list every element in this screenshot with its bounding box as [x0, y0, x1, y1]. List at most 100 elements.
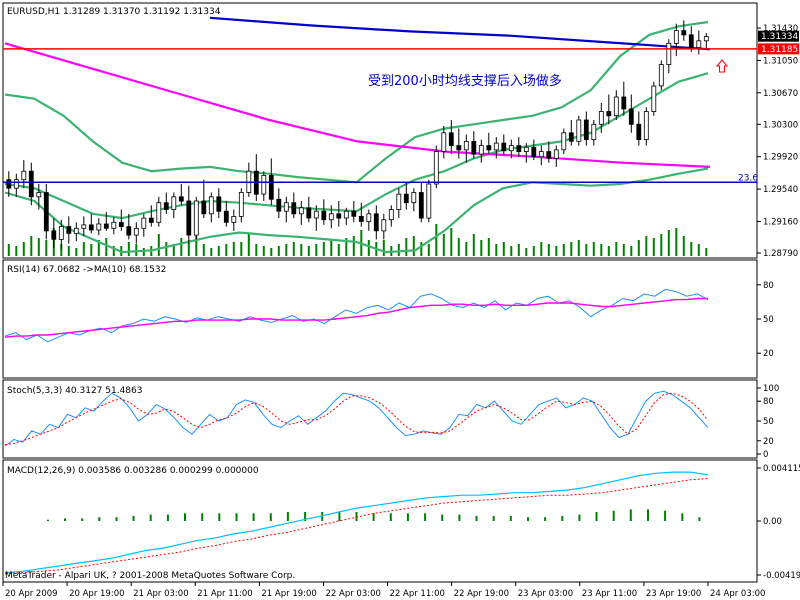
macd-axis-tick-label: -0.00419: [763, 571, 800, 581]
candle-bear: [681, 30, 687, 36]
candle-bear: [223, 210, 229, 223]
rsi-lines: [4, 288, 709, 343]
rsi-axis-tick-label: 20: [763, 349, 774, 359]
candle-bull: [343, 210, 349, 219]
candle-bull: [703, 36, 709, 42]
candle-bear: [688, 34, 694, 48]
macd-main-line: [4, 471, 709, 574]
stoch-axis-tick-label: 0: [763, 450, 768, 460]
time-axis-tick-label: 20 Apr 19:00: [69, 589, 124, 599]
current-price-badge: [758, 30, 799, 42]
time-axis-tick-label: 21 Apr 19:00: [261, 589, 316, 599]
candle-bear: [43, 192, 49, 232]
price-axis-tick-label: 1.29920: [763, 153, 798, 163]
time-axis-tick-label: 24 Apr 03:00: [710, 589, 765, 599]
time-axis-tick-label: 21 Apr 03:00: [133, 589, 188, 599]
macd-panel[interactable]: MACD(12,26,9) 0.003586 0.003286 0.000299…: [2, 459, 800, 583]
candle-bull: [561, 132, 567, 151]
candle-bear: [501, 142, 507, 152]
candle-bull: [193, 200, 199, 236]
price-axis-tick-label: 1.31050: [763, 56, 798, 66]
bollinger-mid-line: [4, 72, 709, 220]
candle-bear: [291, 202, 297, 215]
candle-bull: [298, 207, 304, 215]
time-axis-tick-label: 22 Apr 11:00: [390, 589, 445, 599]
candle-bear: [148, 217, 154, 223]
candle-bull: [238, 192, 244, 217]
candle-bull: [96, 223, 102, 231]
stoch-label: Stoch(5,3,3) 40.3127 51.4863: [7, 386, 142, 396]
candle-bear: [621, 96, 627, 110]
candle-bull: [73, 227, 79, 234]
candle-bear: [186, 200, 192, 236]
candle-bull: [463, 140, 469, 151]
stoch-axis-tick-label: 50: [763, 417, 774, 427]
candle-bull: [388, 209, 394, 221]
candle-bear: [486, 145, 492, 151]
rsi-panel[interactable]: RSI(14) 67.0682 ->MA(10) 68.1532 80 50 20: [2, 259, 774, 379]
candle-bear: [201, 200, 207, 215]
candle-bull: [21, 170, 27, 181]
candle-bull: [673, 30, 679, 44]
candle-bull: [283, 202, 289, 212]
candle-bear: [546, 151, 552, 159]
candle-bear: [373, 213, 379, 232]
sma-long-line: [209, 16, 711, 51]
candle-bull: [328, 213, 334, 221]
candle-bull: [658, 64, 664, 87]
candle-bear: [6, 179, 12, 189]
candle-bull: [156, 202, 162, 223]
macd-lines: [4, 471, 709, 575]
candle-bull: [231, 215, 237, 223]
price-panel[interactable]: EURUSD,H1 1.31289 1.31370 1.31192 1.3133…: [2, 2, 799, 259]
candle-bear: [103, 223, 109, 229]
price-header: EURUSD,H1 1.31289 1.31370 1.31192 1.3133…: [7, 7, 221, 17]
price-axis-tick-label: 1.30300: [763, 120, 798, 130]
rsi-axis-tick-label: 50: [763, 315, 774, 325]
stoch-signal-line: [4, 392, 709, 446]
stoch-panel[interactable]: Stoch(5,3,3) 40.3127 51.4863 100 80 50 20 0: [2, 379, 779, 460]
macd-label: MACD(12,26,9) 0.003586 0.003286 0.000299…: [7, 466, 259, 476]
candle-bull: [696, 40, 702, 48]
level-price-label: 1.31185: [761, 45, 798, 55]
time-axis-tick-label: 23 Apr 11:00: [582, 589, 637, 599]
sma-mid-line: [4, 42, 711, 168]
candle-bull: [171, 196, 177, 211]
candle-bear: [516, 145, 522, 153]
candle-bear: [268, 174, 274, 200]
candle-bull: [58, 226, 64, 240]
candle-bull: [111, 221, 117, 229]
time-axis-tick-label: 23 Apr 19:00: [646, 589, 701, 599]
time-axis: 20 Apr 2009 20 Apr 19:00 21 Apr 03:00 21 Ap…: [2, 582, 765, 599]
candle-bull: [13, 179, 19, 189]
stoch-axis-tick-label: 20: [763, 437, 774, 447]
time-axis-tick-label: 23 Apr 03:00: [518, 589, 573, 599]
candle-bull: [538, 151, 544, 158]
trend-level-label: 23.6: [738, 173, 758, 183]
candle-bear: [471, 140, 477, 155]
candle-bear: [306, 207, 312, 219]
candle-bear: [448, 132, 454, 147]
time-axis-tick-label: 22 Apr 03:00: [326, 589, 381, 599]
candle-bear: [276, 198, 282, 212]
candle-bear: [28, 170, 34, 198]
price-axis: 1.31430 1.31050 1.30670 1.30300 1.29920 1.295…: [757, 24, 798, 259]
candle-bear: [88, 224, 94, 231]
price-axis-tick-label: 1.31430: [763, 24, 798, 34]
candle-bear: [403, 193, 409, 204]
price-annotation: 受到200小时均线支撑后入场做多: [368, 73, 562, 89]
candle-bull: [261, 174, 267, 195]
candle-bull: [208, 196, 214, 215]
candle-bull: [36, 192, 42, 198]
candle-bear: [418, 192, 424, 219]
candle-bear: [456, 145, 462, 151]
stoch-panel-frame: [2, 379, 758, 459]
price-axis-tick-label: 1.30670: [763, 89, 798, 99]
candle-bull: [643, 111, 649, 141]
candle-bull: [478, 145, 484, 155]
candle-bear: [163, 202, 169, 210]
macd-axis-tick-label: 0.00: [763, 517, 782, 527]
rsi-ma-line: [4, 297, 708, 338]
stoch-axis: 100 80 50 20 0: [757, 384, 779, 460]
candle-bull: [411, 192, 417, 204]
